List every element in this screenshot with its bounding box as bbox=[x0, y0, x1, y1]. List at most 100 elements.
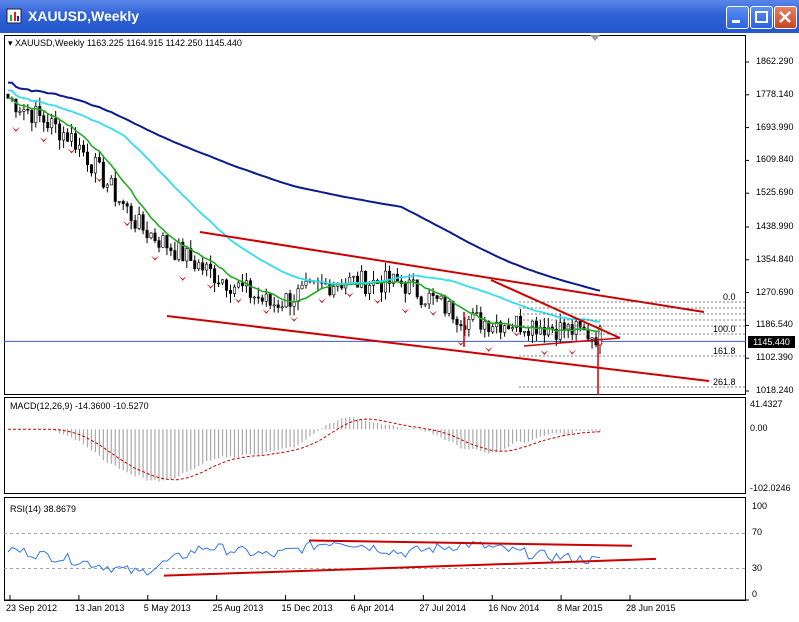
candle-body bbox=[304, 280, 308, 286]
candle-body bbox=[288, 293, 292, 307]
date-axis-label: 6 Apr 2014 bbox=[350, 603, 394, 613]
price-axis-label: 1102.390 bbox=[756, 352, 793, 363]
candle-body bbox=[268, 293, 272, 306]
rsi-axis-label: 30 bbox=[752, 562, 763, 573]
candle-body bbox=[177, 241, 181, 260]
fractal-arrow-icon bbox=[67, 148, 76, 154]
close-button[interactable] bbox=[774, 6, 797, 29]
date-axis-label: 5 May 2013 bbox=[143, 603, 191, 613]
fractal-arrow-icon bbox=[151, 255, 160, 261]
candle-body bbox=[499, 321, 503, 333]
candle-body bbox=[225, 279, 229, 291]
candle-body bbox=[435, 295, 439, 300]
candle-body bbox=[125, 203, 129, 207]
candle-body bbox=[18, 111, 22, 113]
candle-body bbox=[78, 144, 82, 150]
price-axis-label: 1525.690 bbox=[756, 187, 794, 198]
channel-lower-line bbox=[166, 315, 710, 382]
fractal-arrow-icon bbox=[11, 126, 20, 132]
candle-body bbox=[109, 177, 113, 186]
candle-body bbox=[121, 201, 125, 204]
candle-body bbox=[264, 293, 268, 302]
fractal-arrow-icon bbox=[596, 341, 604, 347]
candle-body bbox=[201, 262, 205, 271]
macd-panel bbox=[4, 397, 746, 494]
candle-body bbox=[50, 118, 54, 129]
fractal-arrow-icon bbox=[540, 349, 549, 355]
candle-body bbox=[407, 279, 411, 294]
candle-body bbox=[459, 324, 463, 327]
candle-body bbox=[475, 312, 479, 314]
rsi-axis-label: 100 bbox=[752, 501, 768, 511]
candle-body bbox=[213, 268, 217, 284]
price-axis-label: 1693.990 bbox=[756, 121, 794, 132]
candle-body bbox=[503, 325, 507, 333]
candle-body bbox=[451, 301, 455, 320]
candle-body bbox=[157, 240, 161, 248]
rsi-panel bbox=[4, 497, 746, 601]
fib-level-label: 161.8 bbox=[713, 346, 736, 356]
candle-body bbox=[14, 98, 18, 113]
minimize-button[interactable] bbox=[726, 6, 749, 29]
chart-app-icon bbox=[6, 8, 22, 24]
fractal-arrow-icon bbox=[234, 297, 243, 303]
price-series bbox=[4, 81, 746, 395]
candle-body bbox=[81, 144, 85, 153]
candle-body bbox=[431, 292, 435, 296]
candle-body bbox=[467, 319, 471, 330]
chart-area[interactable] bbox=[4, 35, 749, 601]
candle-body bbox=[217, 282, 221, 285]
macd-signal-line bbox=[8, 418, 601, 481]
candle-body bbox=[427, 292, 431, 305]
dropdown-arrow-icon[interactable]: ▾ bbox=[8, 38, 13, 48]
candle-body bbox=[221, 279, 225, 284]
candle-body bbox=[105, 184, 109, 188]
candle-body bbox=[70, 133, 74, 142]
candle-body bbox=[447, 301, 451, 314]
candle-body bbox=[248, 280, 252, 298]
fractal-arrow-icon bbox=[178, 275, 187, 281]
candle-body bbox=[439, 295, 443, 300]
candle-body bbox=[411, 279, 415, 282]
candle-body bbox=[161, 235, 165, 248]
current-price-tag: 1145.440 bbox=[748, 336, 795, 348]
maximize-button[interactable] bbox=[750, 6, 773, 29]
ma-cyan-line bbox=[7, 89, 601, 323]
candle-body bbox=[62, 132, 66, 141]
candle-body bbox=[276, 304, 280, 308]
candle-body bbox=[89, 164, 93, 174]
price-panel bbox=[4, 35, 746, 395]
macd-axis-label: 41.4327 bbox=[750, 399, 783, 409]
candle-body bbox=[236, 282, 240, 288]
candle-body bbox=[526, 331, 530, 336]
title-bar[interactable]: XAUUSD,Weekly bbox=[0, 0, 799, 33]
candle-body bbox=[66, 132, 70, 142]
candle-body bbox=[97, 157, 101, 163]
shift-marker-icon[interactable] bbox=[590, 35, 600, 41]
fractal-arrow-icon bbox=[95, 177, 104, 183]
date-axis-label: 15 Dec 2013 bbox=[281, 603, 333, 613]
price-axis-label: 1862.290 bbox=[756, 56, 794, 66]
candle-body bbox=[173, 250, 177, 260]
candle-body bbox=[228, 290, 232, 294]
fractal-arrow-icon bbox=[429, 310, 438, 316]
candle-body bbox=[590, 337, 594, 340]
candle-body bbox=[542, 327, 546, 336]
candle-body bbox=[165, 235, 169, 249]
candle-body bbox=[495, 321, 499, 328]
fractal-arrow-icon bbox=[290, 316, 299, 322]
fractal-arrow-icon bbox=[373, 298, 382, 304]
fractal-arrow-icon bbox=[568, 349, 577, 355]
candle-body bbox=[133, 220, 137, 229]
candle-body bbox=[153, 232, 157, 241]
candle-body bbox=[38, 106, 42, 116]
candle-body bbox=[280, 306, 284, 309]
candle-body bbox=[483, 320, 487, 330]
fractal-arrow-icon bbox=[456, 340, 465, 346]
price-axis-label: 1270.690 bbox=[756, 286, 794, 297]
candle-body bbox=[455, 318, 459, 325]
macd-header: MACD(12,26,9) -14.3600 -10.5270 bbox=[10, 401, 149, 411]
candle-body bbox=[523, 331, 527, 333]
candle-body bbox=[519, 315, 523, 333]
candle-body bbox=[415, 279, 419, 298]
